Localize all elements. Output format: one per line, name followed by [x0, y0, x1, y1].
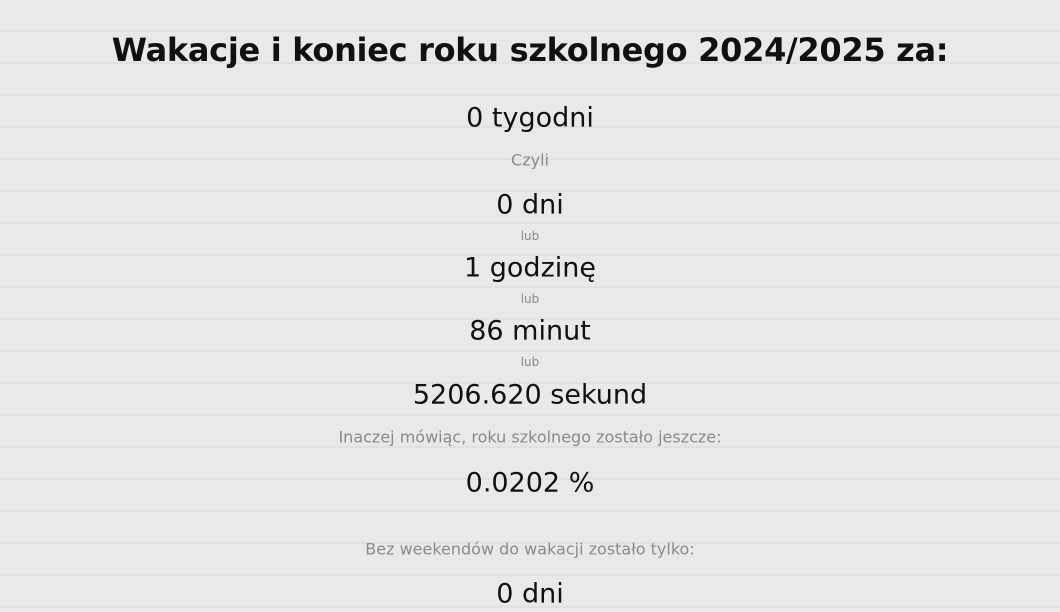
hours-value: 1 godzinę: [464, 252, 596, 284]
workdays-value: 0 dni: [496, 578, 564, 610]
or-label: lub: [520, 292, 540, 306]
weeks-value: 0 tygodni: [466, 102, 594, 134]
workdays-label: Bez weekendów do wakacji zostało tylko:: [365, 539, 695, 559]
days-value: 0 dni: [496, 189, 564, 221]
czyli-label: Czyli: [511, 150, 549, 170]
remaining-percent: 0.0202 %: [465, 467, 595, 499]
or-label: lub: [520, 355, 540, 369]
seconds-value: 5206.620 sekund: [412, 379, 648, 411]
or-label: lub: [520, 229, 540, 243]
minutes-value: 86 minut: [469, 315, 591, 347]
page-title: Wakacje i koniec roku szkolnego 2024/202…: [111, 31, 949, 69]
remaining-label: Inaczej mówiąc, roku szkolnego zostało j…: [338, 427, 722, 447]
